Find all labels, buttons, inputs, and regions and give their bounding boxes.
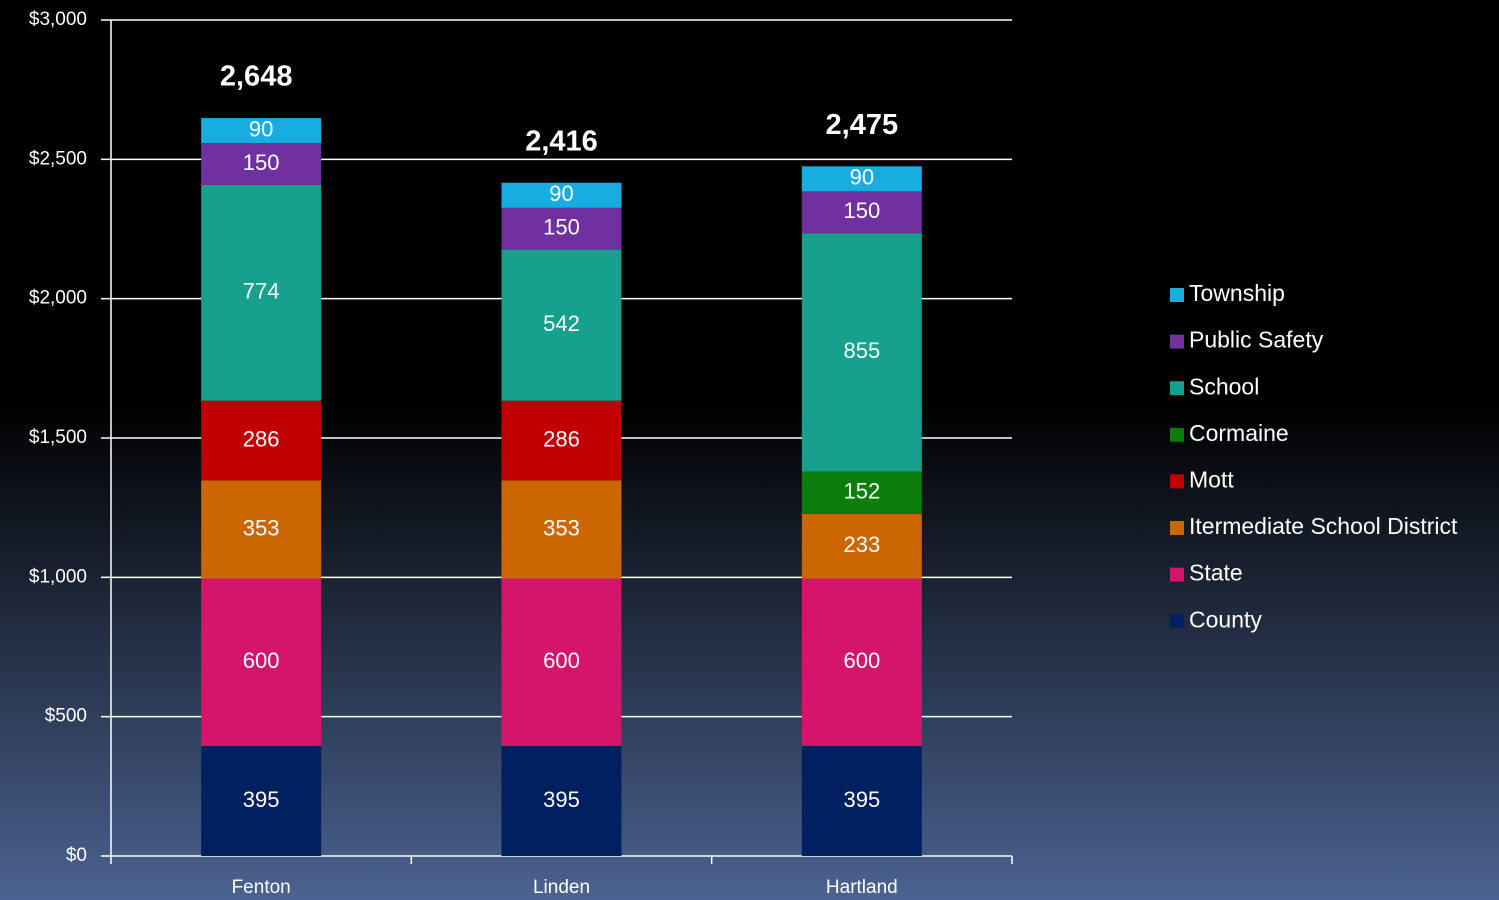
legend-swatch [1170, 567, 1184, 582]
segment-label: 90 [249, 116, 273, 141]
segment-label: 395 [843, 787, 880, 812]
bar-segment [801, 233, 922, 472]
bar-segment [201, 578, 322, 746]
bar-segment [801, 166, 922, 192]
segment-label: 600 [843, 648, 880, 673]
x-tick-label: Hartland [826, 877, 898, 898]
legend-swatch [1170, 521, 1184, 535]
bar-segment [501, 207, 622, 250]
segment-label: 286 [543, 426, 580, 451]
bar-segment [801, 191, 922, 234]
y-tick-label: $2,500 [29, 148, 87, 169]
x-tick-label: Linden [533, 877, 590, 898]
legend-swatch [1170, 474, 1184, 489]
bar-segment [801, 745, 922, 856]
y-tick-label: $500 [45, 706, 87, 727]
legend-label: Township [1189, 280, 1285, 306]
segment-label: 542 [543, 311, 580, 336]
legend-label: Cormaine [1189, 420, 1289, 446]
segment-label: 600 [243, 648, 280, 673]
legend-swatch [1170, 614, 1184, 629]
total-label: 2,475 [826, 109, 899, 141]
y-tick-label: $0 [66, 845, 87, 866]
segment-label: 150 [543, 215, 580, 240]
bar-segment [201, 184, 322, 401]
y-tick-label: $1,000 [29, 566, 87, 587]
segment-label: 774 [243, 279, 280, 304]
legend-label: Itermediate School District [1189, 513, 1458, 539]
y-tick-label: $2,000 [29, 288, 87, 309]
total-label: 2,416 [525, 125, 598, 157]
segment-label: 353 [543, 515, 580, 540]
bar-segment [801, 471, 922, 514]
legend-label: County [1189, 606, 1262, 632]
segment-label: 395 [243, 787, 280, 812]
bar-segment [501, 745, 622, 856]
bar-segment [201, 118, 322, 144]
y-tick-label: $3,000 [29, 9, 87, 30]
bar-segment [201, 400, 322, 481]
legend-label: Public Safety [1189, 327, 1324, 353]
legend-swatch [1170, 381, 1184, 396]
segment-label: 855 [843, 338, 880, 363]
segment-label: 152 [843, 478, 880, 503]
legend-swatch [1170, 334, 1184, 349]
bar-segment [501, 578, 622, 746]
legend-label: School [1189, 373, 1259, 399]
x-tick-label: Fenton [232, 877, 291, 898]
legend-swatch [1170, 288, 1184, 302]
bar-segment [201, 143, 322, 185]
legend-label: State [1189, 560, 1243, 586]
bar-segment [501, 182, 622, 208]
total-label: 2,648 [220, 61, 293, 93]
segment-label: 150 [243, 150, 280, 175]
segment-label: 395 [543, 787, 580, 812]
bar-segment [501, 249, 622, 401]
segment-label: 90 [549, 181, 573, 206]
bar-segment [201, 745, 322, 856]
segment-label: 233 [843, 532, 880, 557]
segment-label: 600 [543, 648, 580, 673]
bar-segment [501, 400, 622, 481]
bar-segment [201, 480, 322, 579]
segment-label: 150 [843, 198, 880, 223]
segment-label: 286 [243, 426, 280, 451]
legend-swatch [1170, 427, 1184, 442]
bar-segment [801, 513, 922, 579]
bar-segment [801, 578, 922, 746]
legend-label: Mott [1189, 466, 1234, 492]
y-tick-label: $1,500 [29, 427, 87, 448]
bar-segment [501, 480, 622, 579]
segment-label: 90 [850, 165, 874, 190]
segment-label: 353 [243, 515, 280, 540]
